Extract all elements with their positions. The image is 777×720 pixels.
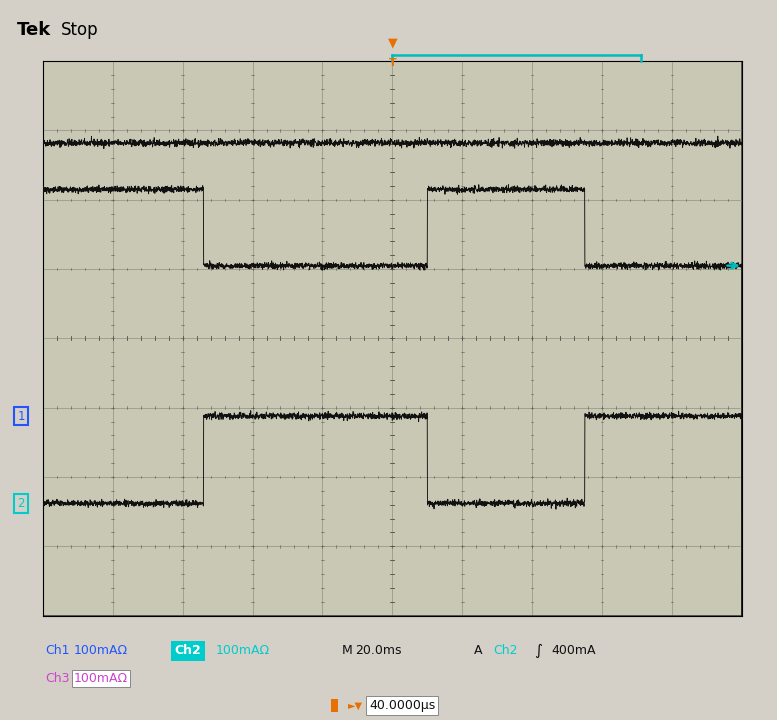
- Text: Tek: Tek: [17, 21, 51, 39]
- Text: Stop: Stop: [61, 21, 98, 39]
- Text: 20.0ms: 20.0ms: [355, 644, 402, 657]
- Text: t: t: [332, 701, 336, 711]
- Text: Ch3: Ch3: [45, 672, 70, 685]
- Text: Ch2: Ch2: [175, 644, 201, 657]
- Text: Ch1: Ch1: [45, 644, 70, 657]
- Text: 100mAΩ: 100mAΩ: [216, 644, 270, 657]
- Text: 1: 1: [17, 410, 25, 423]
- Text: 100mAΩ: 100mAΩ: [74, 672, 128, 685]
- Text: T: T: [388, 58, 396, 68]
- Text: M: M: [342, 644, 353, 657]
- Text: ►▼: ►▼: [348, 701, 363, 711]
- Text: 100mAΩ: 100mAΩ: [74, 644, 128, 657]
- Text: ▼: ▼: [388, 37, 397, 50]
- Text: ∫: ∫: [535, 644, 542, 658]
- Text: Ch2: Ch2: [493, 644, 518, 657]
- Text: A: A: [474, 644, 483, 657]
- Text: 2: 2: [17, 497, 25, 510]
- Text: 400mA: 400mA: [552, 644, 596, 657]
- Text: 40.0000μs: 40.0000μs: [369, 699, 435, 712]
